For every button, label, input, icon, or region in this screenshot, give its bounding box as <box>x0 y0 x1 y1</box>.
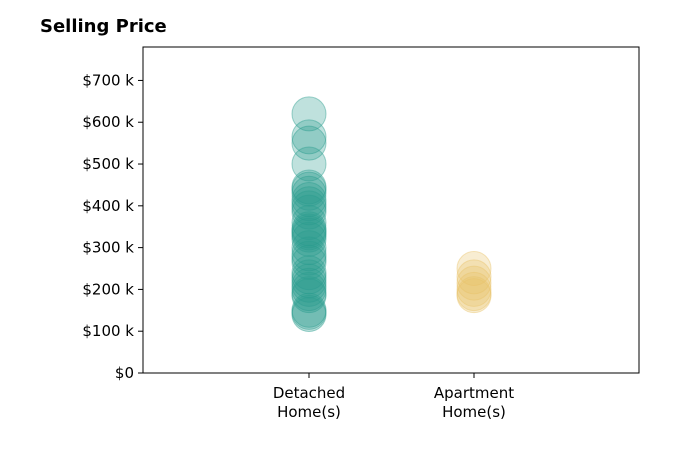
y-tick-label: $100 k <box>82 322 134 340</box>
data-point <box>291 221 327 257</box>
data-point <box>291 213 327 249</box>
data-point <box>291 211 327 247</box>
data-point <box>291 175 327 211</box>
data-point <box>291 230 327 266</box>
data-point <box>291 271 327 307</box>
data-point <box>291 294 327 330</box>
y-tick-label: $0 <box>115 364 134 382</box>
data-point <box>456 265 492 301</box>
data-point <box>291 296 327 332</box>
data-point <box>291 171 327 207</box>
data-point <box>291 236 327 272</box>
data-point <box>291 217 327 253</box>
y-tick-label: $300 k <box>82 239 134 257</box>
data-points <box>291 96 492 332</box>
data-point <box>291 205 327 241</box>
y-tick-label: $600 k <box>82 113 134 131</box>
data-point <box>291 125 327 161</box>
data-point <box>291 244 327 280</box>
data-point <box>456 278 492 314</box>
data-point <box>291 278 327 314</box>
data-point <box>456 259 492 295</box>
y-axis: $0 $100 k $200 k $300 k $400 k $500 k $600 k $7… <box>82 71 143 382</box>
data-point <box>291 146 327 182</box>
data-point <box>291 267 327 303</box>
data-point <box>291 292 327 328</box>
y-tick-label: $500 k <box>82 155 134 173</box>
y-tick-label: $700 k <box>82 71 134 89</box>
data-point <box>291 276 327 312</box>
data-point <box>291 259 327 295</box>
data-point <box>291 190 327 226</box>
data-point <box>291 119 327 155</box>
data-point <box>456 271 492 307</box>
data-point <box>291 186 327 222</box>
data-point <box>291 182 327 218</box>
data-point <box>291 215 327 251</box>
y-tick-label: $200 k <box>82 280 134 298</box>
data-point <box>456 251 492 287</box>
data-point <box>291 96 327 132</box>
data-point <box>291 240 327 276</box>
data-point <box>291 255 327 291</box>
x-axis: Detached Home(s) Apartment Home(s) <box>273 373 514 421</box>
plot-frame <box>142 46 640 374</box>
data-point <box>456 276 492 312</box>
x-tick-label: Apartment Home(s) <box>434 384 514 421</box>
y-tick-label: $400 k <box>82 197 134 215</box>
chart-title: Selling Price <box>40 16 167 37</box>
data-point <box>291 194 327 230</box>
data-point <box>291 263 327 299</box>
data-point <box>291 169 327 205</box>
x-tick-label: Detached Home(s) <box>273 384 345 421</box>
